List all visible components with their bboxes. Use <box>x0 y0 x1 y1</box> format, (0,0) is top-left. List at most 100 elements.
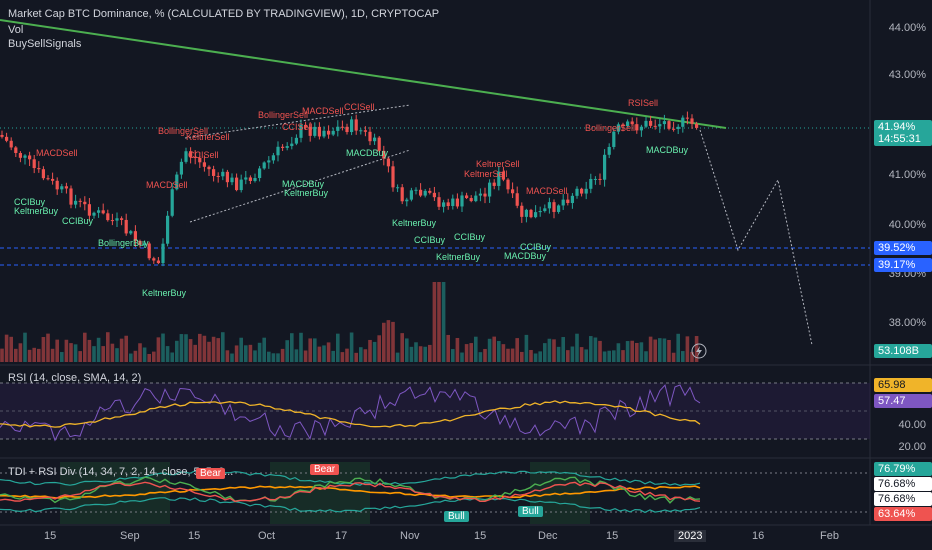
volume-bar <box>290 333 294 362</box>
candle <box>543 208 547 212</box>
candle <box>547 202 551 209</box>
volume-bar <box>129 353 133 362</box>
buy-signal: KeltnerBuy <box>142 288 187 298</box>
volume-bar <box>101 346 105 362</box>
rsi-value-tag: 57.47 <box>874 394 932 408</box>
volume-bar <box>55 339 59 362</box>
candle <box>428 190 432 193</box>
volume-bar <box>469 343 473 362</box>
candle <box>258 168 262 179</box>
candle <box>262 162 266 169</box>
sell-signal: MACDSell <box>526 186 568 196</box>
candle <box>626 121 630 127</box>
buy-signal: KeltnerBuy <box>284 188 329 198</box>
volume-bar <box>676 333 680 362</box>
tdi-legend[interactable]: TDI + RSI Div (14, 34, 7, 2, 14, close, … <box>8 466 234 478</box>
volume-bar <box>556 346 561 362</box>
sell-signal: MACDSell <box>302 106 344 116</box>
candles <box>0 111 699 267</box>
volume-bar <box>262 337 266 362</box>
volume-bar <box>561 337 565 362</box>
volume-bar <box>202 335 207 362</box>
candle <box>676 126 680 130</box>
candle <box>455 198 459 207</box>
volume-bar <box>644 351 648 362</box>
buy-signal: MACDBuy <box>646 145 689 155</box>
volume-bar <box>23 332 27 362</box>
volume-bar <box>138 343 142 362</box>
candle <box>69 188 73 205</box>
volume-bar <box>175 340 179 362</box>
volume-bar <box>257 342 262 362</box>
candle <box>584 188 588 194</box>
buy-signal: MACDBuy <box>346 148 389 158</box>
volume-bar <box>60 352 64 362</box>
volume-bar <box>313 338 317 362</box>
candle <box>290 143 294 147</box>
time-axis-label: 17 <box>335 530 348 542</box>
tdi-fast-line <box>0 476 701 504</box>
candle <box>603 154 607 180</box>
buy-signal: MACDBuy <box>504 251 547 261</box>
volume-bar <box>662 338 667 362</box>
volume-bar <box>280 348 285 362</box>
candle <box>538 211 542 213</box>
candle <box>400 187 404 202</box>
time-axis-label: Dec <box>538 530 558 542</box>
candle <box>156 260 160 264</box>
volume-bar <box>418 346 423 362</box>
candle <box>294 137 298 144</box>
candle <box>83 201 87 205</box>
candle <box>276 146 280 156</box>
candle <box>442 202 446 207</box>
buy-signal: CCIBuy <box>14 197 46 207</box>
volume-bar <box>538 351 542 362</box>
candle <box>566 199 570 204</box>
legend-buysellsignals[interactable]: BuySellSignals <box>8 38 82 50</box>
rsi-legend[interactable]: RSI (14, close, SMA, 14, 2) <box>8 372 142 384</box>
time-axis-label: 16 <box>752 530 765 542</box>
volume-bar <box>483 348 487 362</box>
volume-bar <box>170 352 174 362</box>
candle <box>14 147 18 154</box>
volume-bar <box>658 338 662 362</box>
volume-bar <box>492 336 496 362</box>
candle <box>492 182 496 186</box>
candle <box>202 162 206 167</box>
candle <box>382 150 386 159</box>
volume-bar <box>303 350 308 362</box>
volume-bar <box>552 339 556 362</box>
buy-signal: CCIBuy <box>454 232 486 242</box>
volume-bar <box>92 346 96 362</box>
candle <box>235 177 239 191</box>
candle <box>166 215 170 244</box>
bull-label: Bull <box>444 511 469 522</box>
lightning-icon[interactable] <box>691 343 707 359</box>
volume-bar <box>322 345 326 362</box>
volume-bar <box>414 342 418 362</box>
candle <box>653 125 657 127</box>
candle <box>138 240 142 245</box>
legend-vol[interactable]: Vol <box>8 24 24 36</box>
candle <box>0 135 4 137</box>
candle <box>405 199 409 202</box>
candle <box>478 193 482 196</box>
candle <box>212 169 216 176</box>
volume-bar <box>207 341 211 362</box>
volume-bar <box>156 337 161 362</box>
candle <box>612 131 616 147</box>
candle <box>662 121 666 125</box>
volume-bar <box>423 346 427 362</box>
volume-bar <box>533 353 538 362</box>
volume-bar <box>0 348 4 362</box>
candle <box>253 178 257 181</box>
volume-bar <box>253 350 257 362</box>
volume-bar <box>133 350 138 362</box>
candle <box>488 182 492 197</box>
candle <box>101 210 105 214</box>
volume-bar <box>382 322 386 362</box>
volume-bar <box>515 338 519 362</box>
candle <box>391 166 395 188</box>
time-axis-label: Feb <box>820 530 839 542</box>
